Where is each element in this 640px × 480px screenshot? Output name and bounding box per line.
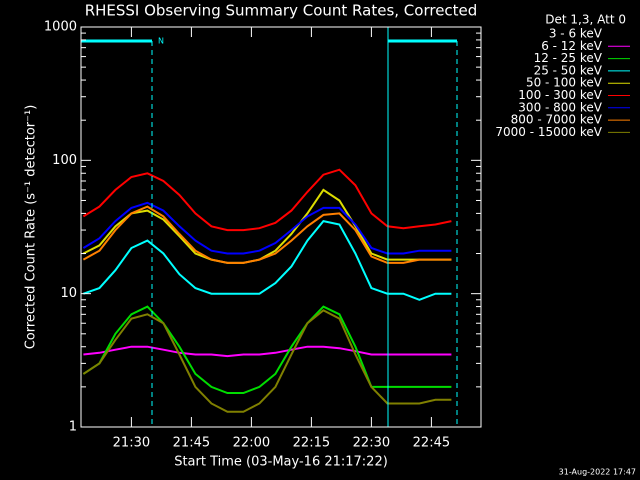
legend-label: 3 - 6 keV <box>549 27 603 41</box>
series-line <box>82 305 452 394</box>
x-axis-label: Start Time (03-May-16 21:17:22) <box>174 455 388 470</box>
legend-label: 12 - 25 keV <box>534 51 603 65</box>
y-tick-label: 10 <box>60 286 77 301</box>
x-tick-label: 22:45 <box>413 436 450 451</box>
annotation: N <box>158 37 164 46</box>
y-tick-label: 100 <box>52 153 77 168</box>
legend-label: 300 - 800 keV <box>518 100 602 114</box>
legend-title: Det 1,3, Att 0 <box>545 13 626 27</box>
axes-frame <box>80 26 482 428</box>
legend-label: 800 - 7000 keV <box>511 113 603 127</box>
x-tick-label: 22:15 <box>293 436 330 451</box>
x-tick-label: 22:00 <box>233 436 270 451</box>
series-line <box>82 188 452 264</box>
series-line <box>83 345 452 358</box>
footer: 31-Aug-2022 17:47 <box>559 468 636 477</box>
y-tick-label: 1000 <box>44 20 77 35</box>
y-tick-label: 1 <box>69 420 77 435</box>
series-line <box>82 385 452 423</box>
x-tick-label: 22:30 <box>353 436 390 451</box>
legend-label: 6 - 12 keV <box>541 39 603 53</box>
plot-area <box>82 168 452 423</box>
legend-label: 7000 - 15000 keV <box>495 125 602 139</box>
series-line <box>82 205 452 264</box>
chart-title: RHESSI Observing Summary Count Rates, Co… <box>85 2 478 20</box>
y-axis-label: Corrected Count Rate (s⁻¹ detector⁻¹) <box>24 105 39 350</box>
legend-label: 50 - 100 keV <box>526 76 603 90</box>
legend-label: 100 - 300 keV <box>518 88 602 102</box>
series-line <box>82 309 452 413</box>
legend-label: 25 - 50 keV <box>534 63 603 77</box>
x-tick-label: 21:45 <box>173 436 210 451</box>
series-line <box>82 201 452 255</box>
x-tick-label: 21:30 <box>113 436 150 451</box>
series-line <box>82 168 452 232</box>
series-line <box>83 219 452 301</box>
